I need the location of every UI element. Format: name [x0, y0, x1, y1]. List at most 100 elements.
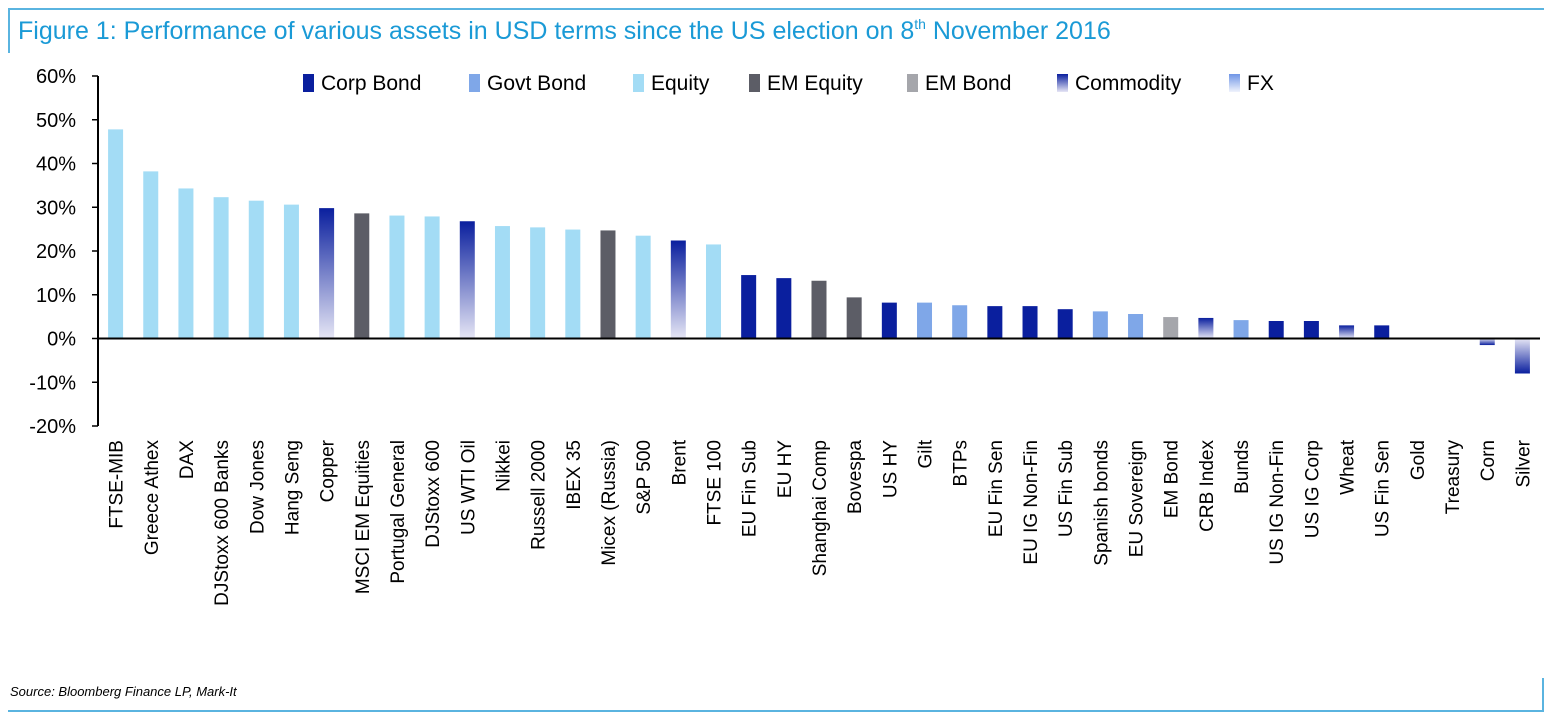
x-tick-label: Russell 2000 [529, 440, 550, 550]
bar-portugal-general [389, 215, 405, 339]
x-tick-label: Wheat [1338, 439, 1359, 495]
bar-s-p-500 [635, 235, 651, 339]
legend-swatch-commodity [1057, 74, 1068, 92]
bar-russell-2000 [530, 227, 546, 339]
legend-label-equity: Equity [651, 72, 710, 95]
x-tick-label: Micex (Russia) [599, 440, 620, 566]
x-tick-label: DJStoxx 600 Banks [212, 440, 233, 606]
figure-title-superscript: th [914, 16, 926, 32]
x-tick-label: CRB Index [1197, 440, 1218, 532]
legend-swatch-equity [633, 74, 644, 92]
bar-eu-fin-sen [987, 306, 1003, 339]
y-tick-label: 50% [36, 110, 76, 132]
bar-btps [952, 305, 968, 339]
legend-swatch-corp-bond [303, 74, 314, 92]
legend-label-govt-bond: Govt Bond [487, 72, 586, 95]
bar-eu-sovereign [1128, 314, 1144, 339]
x-tick-label: Shanghai Comp [810, 440, 831, 576]
x-axis-labels: FTSE-MIB Greece Athex DAX DJStoxx 600 Banks… [107, 439, 1535, 606]
bar-us-fin-sub [1057, 309, 1073, 339]
x-tick-label: IBEX 35 [564, 440, 585, 510]
bar-micex-russia [600, 230, 616, 339]
bar-hang-seng [283, 204, 299, 339]
bar-shanghai-comp [811, 280, 827, 339]
y-tick-label: 30% [36, 197, 76, 219]
legend-swatch-fx [1229, 74, 1240, 92]
x-tick-label: EU HY [775, 440, 796, 498]
y-tick-label: 60% [36, 66, 76, 88]
legend-swatch-em-equity [749, 74, 760, 92]
figure-title: Figure 1: Performance of various assets … [18, 16, 1111, 46]
legend-label-fx: FX [1247, 72, 1274, 95]
y-tick-label: 20% [36, 241, 76, 263]
x-tick-label: US IG Non-Fin [1267, 440, 1288, 565]
bar-bovespa [846, 297, 862, 339]
figure-title-suffix: November 2016 [925, 17, 1111, 45]
x-tick-label: EM Bond [1162, 440, 1183, 518]
bar-ftse-100 [705, 244, 721, 339]
x-tick-label: Bunds [1232, 440, 1253, 494]
legend-swatch-govt-bond [469, 74, 480, 92]
bar-us-hy [881, 302, 897, 339]
y-tick-label: -20% [29, 416, 76, 438]
x-tick-label: Corn [1478, 440, 1499, 481]
x-tick-label: Treasury [1443, 440, 1464, 515]
x-tick-label: Gold [1408, 440, 1429, 480]
x-tick-label: S&P 500 [634, 440, 655, 515]
y-tick-label: -10% [29, 372, 76, 394]
bar-crb-index [1198, 317, 1214, 339]
bar-bunds [1233, 320, 1249, 339]
legend-label-corp-bond: Corp Bond [321, 72, 421, 95]
legend-label-em-equity: EM Equity [767, 72, 863, 95]
x-tick-label: EU Fin Sub [740, 440, 761, 537]
frame-bottom-border [8, 710, 1544, 712]
bar-nikkei [494, 226, 510, 339]
x-tick-label: FTSE 100 [704, 440, 725, 526]
x-tick-label: EU Fin Sen [986, 440, 1007, 537]
x-tick-label: DJStoxx 600 [423, 440, 444, 548]
bar-us-ig-corp [1303, 321, 1319, 339]
x-tick-label: Dow Jones [247, 440, 268, 534]
x-tick-label: Brent [669, 439, 690, 485]
x-tick-label: US IG Corp [1302, 440, 1323, 538]
bar-djstoxx-600-banks [213, 197, 229, 339]
legend: Corp Bond Govt Bond Equity EM Equity EM Bond… [303, 72, 1274, 95]
x-tick-label: DAX [177, 440, 198, 479]
y-tick-label: 40% [36, 154, 76, 176]
x-tick-label: Nikkei [493, 440, 514, 492]
frame-right-border [1542, 678, 1544, 712]
x-tick-label: Bovespa [845, 440, 866, 514]
bar-dax [178, 188, 194, 339]
y-axis: 60% 50% 40% 30% 20% 10% 0% -10% -20% [29, 66, 99, 438]
x-tick-label: BTPs [951, 440, 972, 486]
x-tick-label: Spanish bonds [1091, 440, 1112, 566]
bar-msci-em-equities [354, 213, 370, 339]
x-tick-label: US WTI Oil [458, 440, 479, 535]
y-tick-label: 0% [47, 329, 76, 351]
x-tick-label: EU Sovereign [1127, 440, 1148, 557]
bar-eu-hy [776, 278, 792, 339]
bar-gilt [917, 302, 933, 339]
bar-us-ig-non-fin [1268, 321, 1284, 339]
bar-silver [1514, 338, 1530, 374]
legend-label-em-bond: EM Bond [925, 72, 1011, 95]
legend-label-commodity: Commodity [1075, 72, 1182, 95]
bar-eu-ig-non-fin [1022, 306, 1038, 339]
bar-greece-athex [143, 171, 159, 339]
bar-em-bond [1163, 317, 1179, 339]
x-tick-label: EU IG Non-Fin [1021, 440, 1042, 565]
bars [98, 129, 1540, 374]
bar-wheat [1339, 325, 1355, 339]
figure-title-prefix: Figure 1: Performance of various assets … [18, 17, 915, 45]
x-tick-label: US Fin Sen [1373, 440, 1394, 537]
x-tick-label: Greece Athex [142, 440, 163, 556]
bar-ibex-35 [565, 229, 581, 339]
x-tick-label: Gilt [916, 439, 937, 468]
source-note: Source: Bloomberg Finance LP, Mark-It [10, 684, 237, 699]
x-tick-label: Copper [318, 439, 339, 502]
x-tick-label: US Fin Sub [1056, 440, 1077, 537]
x-tick-label: Hang Seng [282, 440, 303, 535]
bar-us-wti-oil [459, 221, 475, 339]
frame-left-border [8, 8, 10, 53]
bar-spanish-bonds [1092, 311, 1108, 339]
